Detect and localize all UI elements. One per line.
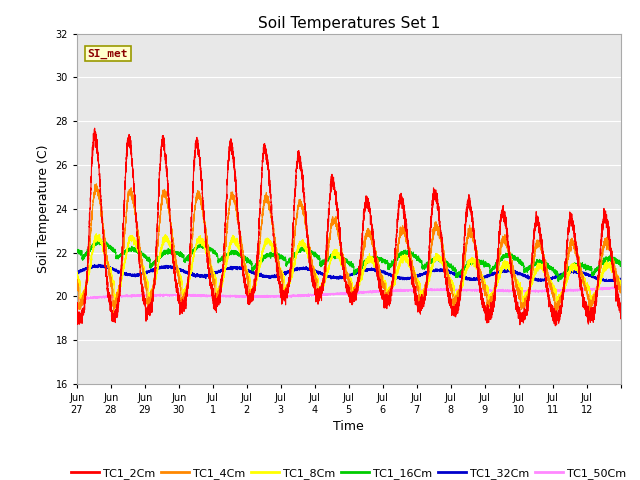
Legend: TC1_2Cm, TC1_4Cm, TC1_8Cm, TC1_16Cm, TC1_32Cm, TC1_50Cm: TC1_2Cm, TC1_4Cm, TC1_8Cm, TC1_16Cm, TC1… <box>67 464 631 480</box>
X-axis label: Time: Time <box>333 420 364 433</box>
Title: Soil Temperatures Set 1: Soil Temperatures Set 1 <box>258 16 440 31</box>
Text: SI_met: SI_met <box>88 48 128 59</box>
Y-axis label: Soil Temperature (C): Soil Temperature (C) <box>36 144 50 273</box>
